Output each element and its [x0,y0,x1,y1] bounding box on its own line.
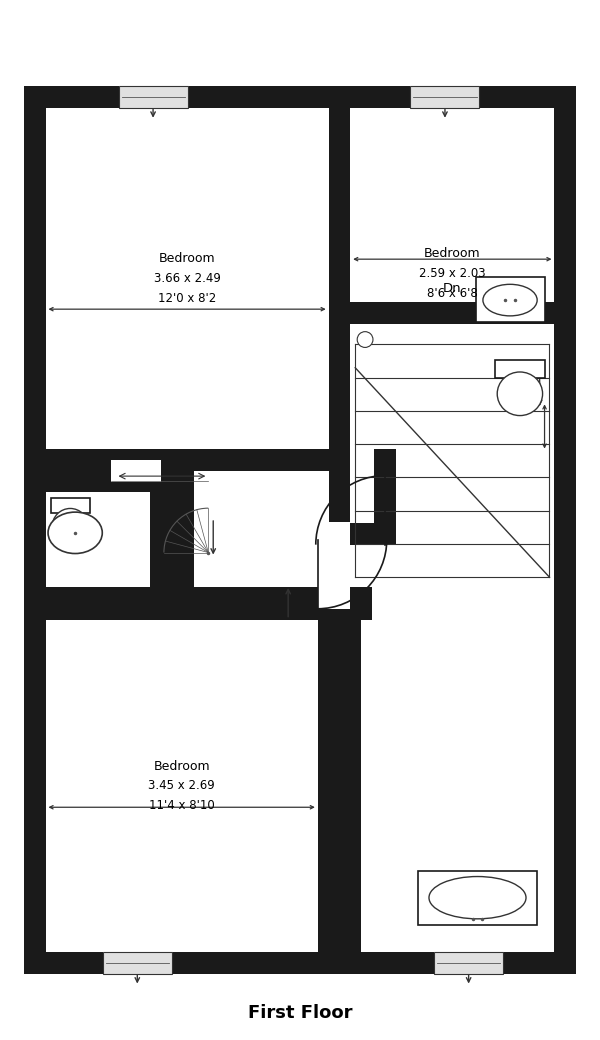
Bar [361,335,554,952]
Bar [103,952,172,973]
Bar [340,302,576,323]
Ellipse shape [497,372,542,416]
Ellipse shape [429,877,526,918]
Bar [46,108,329,449]
Bar [193,471,329,535]
Ellipse shape [48,512,102,553]
Bar [350,108,554,449]
Bar [46,492,150,587]
Text: 2.59 x 2.03: 2.59 x 2.03 [419,267,485,280]
Text: Dn: Dn [443,282,461,294]
Bar [103,952,172,973]
Bar [329,86,350,471]
Bar [161,471,182,608]
Bar [46,620,318,952]
Bar [193,471,318,587]
Text: Bedroom: Bedroom [154,759,210,773]
Bar [418,870,536,925]
Bar [161,460,219,482]
Bar [50,498,90,514]
Bar [329,523,385,545]
Bar [318,471,340,973]
Text: First Floor: First Floor [248,1004,352,1022]
Bar [24,460,340,482]
Bar [318,522,350,608]
Bar [161,482,182,535]
Text: 12'0 x 8'2: 12'0 x 8'2 [158,291,216,305]
Circle shape [357,332,373,347]
Bar [119,86,188,108]
Ellipse shape [52,509,88,545]
Ellipse shape [483,284,537,316]
Bar [410,86,479,108]
Bar [110,460,219,482]
Bar [495,360,545,378]
Text: 3.45 x 2.69: 3.45 x 2.69 [148,779,215,792]
Bar [307,587,372,620]
Bar [350,471,374,523]
Bar [350,545,554,587]
Text: 3.66 x 2.49: 3.66 x 2.49 [154,271,221,285]
Bar [476,278,545,321]
Bar [374,449,395,545]
Bar [434,952,503,973]
Bar [24,598,340,620]
Text: 11'4 x 8'10: 11'4 x 8'10 [149,799,215,812]
Bar [24,86,576,973]
Bar [119,86,188,108]
Bar [434,952,503,973]
Bar [193,556,307,587]
Text: 8'6 x 6'8: 8'6 x 6'8 [427,287,478,300]
Bar [410,86,479,108]
Bar [350,108,554,587]
Text: Bedroom: Bedroom [424,248,481,260]
Text: Bedroom: Bedroom [159,252,215,265]
Bar [24,460,110,482]
